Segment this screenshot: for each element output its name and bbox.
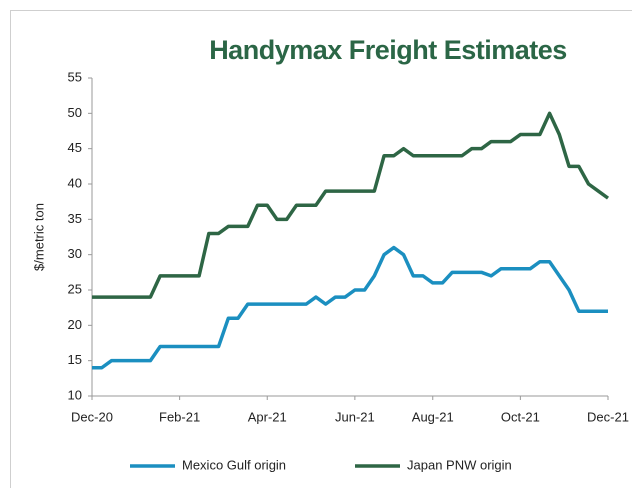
frame xyxy=(10,10,632,488)
x-tick-label: Jun-21 xyxy=(335,409,375,424)
legend-label: Japan PNW origin xyxy=(407,457,512,472)
x-tick-label: Feb-21 xyxy=(159,409,200,424)
y-tick-label: 50 xyxy=(68,105,82,120)
y-tick-label: 40 xyxy=(68,175,82,190)
x-tick-label: Dec-20 xyxy=(71,409,113,424)
y-tick-label: 45 xyxy=(68,140,82,155)
y-tick-label: 35 xyxy=(68,211,82,226)
y-axis-label: $/metric ton xyxy=(31,203,46,271)
y-tick-label: 20 xyxy=(68,317,82,332)
y-tick-label: 25 xyxy=(68,281,82,296)
x-tick-label: Aug-21 xyxy=(412,409,454,424)
y-tick-label: 10 xyxy=(68,387,82,402)
x-tick-label: Apr-21 xyxy=(248,409,287,424)
legend-label: Mexico Gulf origin xyxy=(182,457,286,472)
series-line xyxy=(92,111,610,299)
x-tick-label: Oct-21 xyxy=(501,409,540,424)
x-tick-label: Dec-21 xyxy=(587,409,629,424)
chart-title: Handymax Freight Estimates xyxy=(209,35,567,65)
y-tick-label: 30 xyxy=(68,246,82,261)
series-line xyxy=(92,245,608,370)
y-tick-label: 15 xyxy=(68,352,82,367)
y-tick-label: 55 xyxy=(68,69,82,84)
